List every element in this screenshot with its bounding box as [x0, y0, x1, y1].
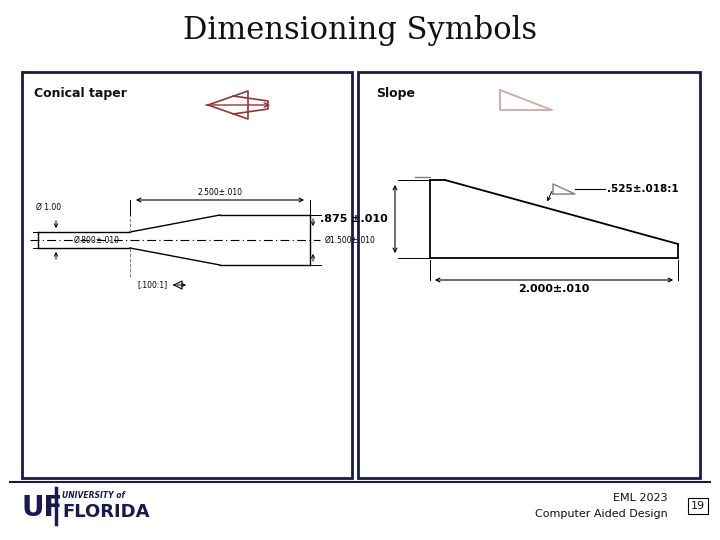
Text: Ø1.500±.010: Ø1.500±.010	[325, 235, 376, 245]
Text: Dimensioning Symbols: Dimensioning Symbols	[183, 15, 537, 45]
Text: FLORIDA: FLORIDA	[62, 503, 150, 521]
Text: .875 ±.010: .875 ±.010	[320, 214, 388, 224]
Text: UNIVERSITY of: UNIVERSITY of	[62, 491, 125, 501]
Text: Slope: Slope	[376, 87, 415, 100]
Text: 2.000±.010: 2.000±.010	[518, 284, 590, 294]
Text: 19: 19	[691, 501, 705, 511]
Text: .525±.018:1: .525±.018:1	[607, 184, 679, 194]
Text: UF: UF	[22, 494, 63, 522]
Text: Conical taper: Conical taper	[34, 87, 127, 100]
Text: Ø.800±.010: Ø.800±.010	[74, 235, 120, 245]
Bar	[22, 72, 352, 478]
Text: Computer Aided Design: Computer Aided Design	[535, 509, 668, 519]
Bar	[358, 72, 700, 478]
Text: 2.500±.010: 2.500±.010	[197, 188, 243, 197]
Text: EML 2023: EML 2023	[613, 493, 668, 503]
Text: [.100:1]: [.100:1]	[138, 280, 168, 289]
Text: Ø 1.00: Ø 1.00	[36, 203, 61, 212]
